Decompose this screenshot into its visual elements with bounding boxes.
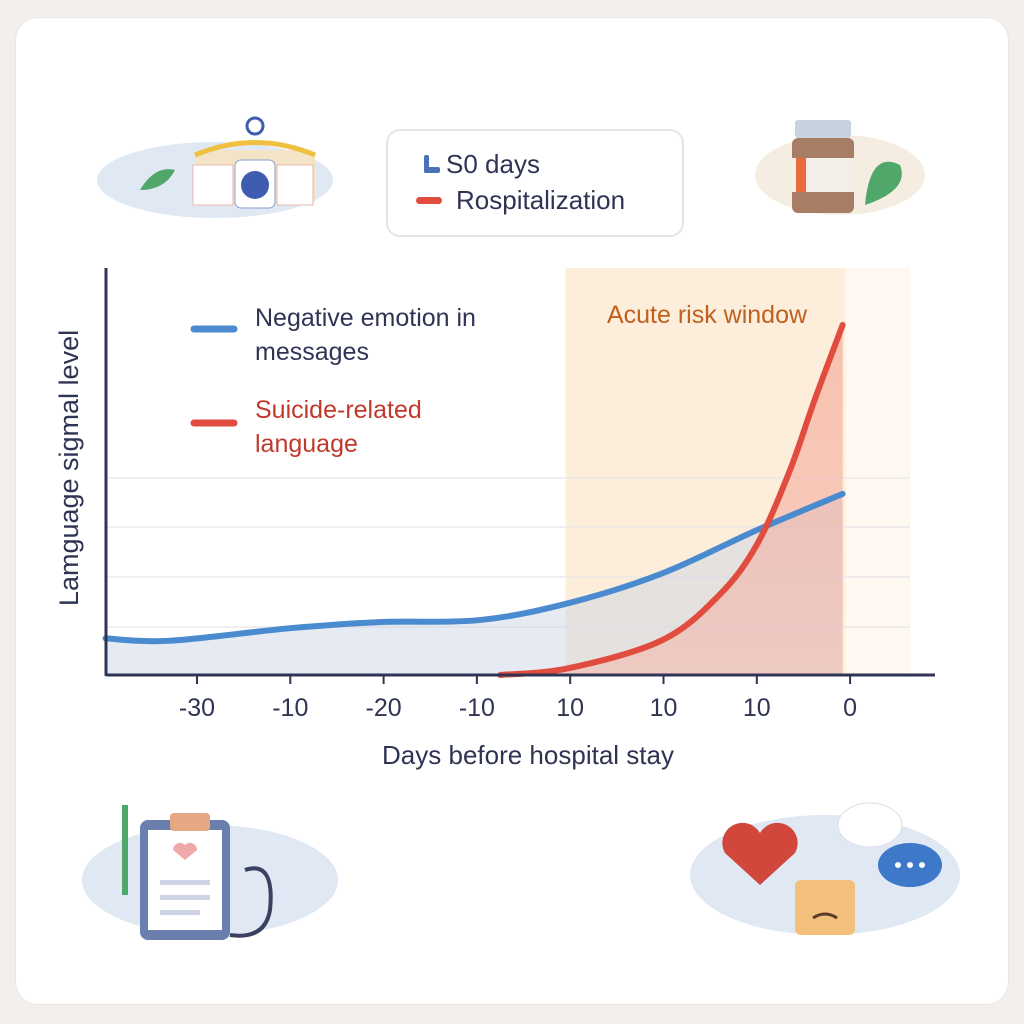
- legend-label: Negative emotion in: [255, 304, 476, 332]
- top-legend-item: Rospitalization: [416, 185, 625, 216]
- top-legend: S0 days Rospitalization: [386, 129, 684, 237]
- legend: Negative emotion in messages Suicide-rel…: [190, 304, 476, 458]
- medical-scale-illustration: [97, 116, 333, 218]
- x-tick-label: 10: [650, 694, 678, 722]
- series-line-suicide-language: [497, 321, 846, 678]
- x-tick-label: -30: [179, 694, 215, 722]
- red-line-swatch: [416, 197, 442, 204]
- x-tick-label: 10: [743, 694, 771, 722]
- medication-bottle-illustration: [755, 120, 925, 215]
- risk-window-fade: [845, 268, 910, 675]
- series-line-negative-emotion: [102, 490, 846, 645]
- top-legend-label: S0 days: [446, 149, 540, 179]
- emotions-chat-illustration: [690, 802, 960, 935]
- x-tick-label: 0: [843, 694, 857, 722]
- legend-label: Suicide-related: [255, 396, 422, 424]
- legend-label: messages: [255, 338, 369, 366]
- clipboard-stethoscope-illustration: [82, 805, 338, 940]
- x-tick-label: -10: [459, 694, 495, 722]
- x-axis-label: Days before hospital stay: [382, 740, 674, 770]
- x-tick-label: 10: [556, 694, 584, 722]
- legend-label: language: [255, 430, 358, 458]
- top-legend-label: Rospitalization: [456, 185, 626, 215]
- top-legend-item: S0 days: [416, 149, 540, 180]
- x-tick-label: -10: [272, 694, 308, 722]
- x-tick-label: -20: [366, 694, 402, 722]
- y-axis-label: Lamguage sigmal level: [54, 330, 84, 606]
- risk-window-label: Acute risk window: [607, 301, 808, 329]
- series-area-1: [500, 324, 843, 675]
